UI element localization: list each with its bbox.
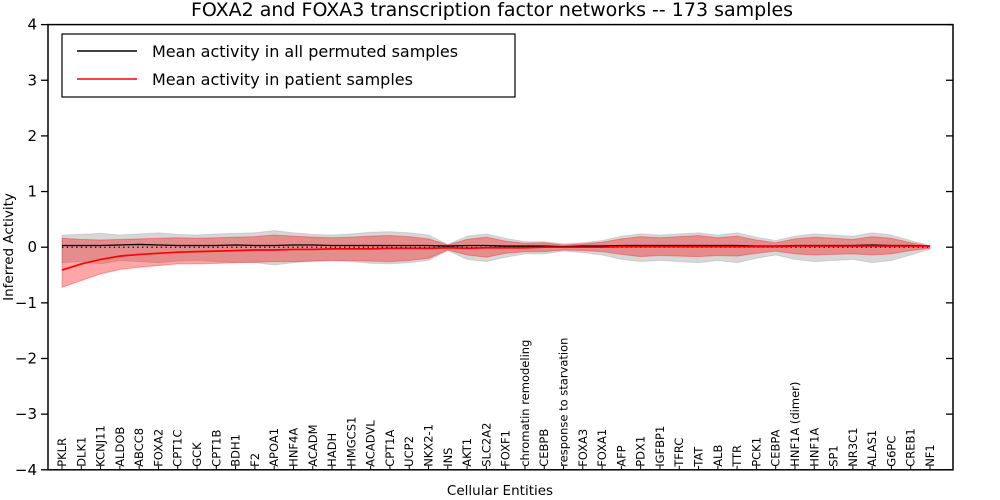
patient-mean-line xyxy=(61,245,930,271)
y-tick-label: 4 xyxy=(27,16,37,34)
x-tick-label: HNF1A xyxy=(807,428,821,467)
x-tick-label: FOXF1 xyxy=(499,430,513,467)
x-tick-label: APOA1 xyxy=(267,428,281,467)
y-tick-label: 3 xyxy=(27,71,37,89)
x-tick-label: HMGCS1 xyxy=(344,417,358,467)
y-tick-label: −4 xyxy=(15,461,37,479)
x-tick-label: PDX1 xyxy=(634,436,648,467)
legend: Mean activity in all permuted samples Me… xyxy=(61,33,516,98)
y-tick-label: −2 xyxy=(15,350,37,368)
x-tick-label: ABCC8 xyxy=(132,428,146,467)
x-tick-label: NF1 xyxy=(923,444,937,467)
x-tick-label: FOXA1 xyxy=(595,429,609,467)
x-tick-label: ACADM xyxy=(306,424,320,466)
x-tick-label: CEBPB xyxy=(537,429,551,467)
x-tick-label: FOXA3 xyxy=(576,429,590,467)
x-tick-label: chromatin remodeling xyxy=(518,340,532,467)
y-tick-label: −1 xyxy=(15,294,37,312)
x-tick-label: GCK xyxy=(190,442,204,467)
legend-label-permuted-samples: Mean activity in all permuted samples xyxy=(152,42,458,61)
x-tick-label: CPT1B xyxy=(209,429,223,466)
x-tick-label: NKX2-1 xyxy=(421,424,435,467)
y-tick-label: 2 xyxy=(27,127,37,145)
x-tick-label: HNF1A (dimer) xyxy=(788,382,802,467)
legend-frame xyxy=(61,33,516,98)
x-tick-label: SLC2A2 xyxy=(479,423,493,467)
x-tick-label: CPT1A xyxy=(383,429,397,466)
x-tick-label: ALAS1 xyxy=(865,430,879,467)
x-tick-label: KCNJ11 xyxy=(94,425,108,467)
x-tick-label: TTR xyxy=(730,445,744,468)
x-tick-label: DLK1 xyxy=(74,437,88,467)
x-tick-label: ALDOB xyxy=(113,427,127,467)
x-tick-label: HADH xyxy=(325,433,339,467)
x-tick-label: FOXA2 xyxy=(151,429,165,467)
x-tick-label: ALB xyxy=(711,445,725,467)
x-tick-label: ACADVL xyxy=(364,420,378,467)
x-tick-label: TFRC xyxy=(672,438,686,468)
chart-title: FOXA2 and FOXA3 transcription factor net… xyxy=(191,0,793,21)
x-tick-label: F2 xyxy=(248,453,262,467)
x-tick-label: PCK1 xyxy=(749,437,763,467)
x-axis-label: Cellular Entities xyxy=(447,483,553,499)
x-tick-label: NR3C1 xyxy=(846,428,860,467)
x-tick-label: AFP xyxy=(614,445,628,466)
x-tick-label: CEBPA xyxy=(769,429,783,466)
legend-label-patient-samples: Mean activity in patient samples xyxy=(152,70,413,89)
plot-frame xyxy=(47,23,954,471)
x-tick-label: G6PC xyxy=(884,436,898,467)
x-tick-label: AKT1 xyxy=(460,438,474,467)
x-tick-label: PKLR xyxy=(55,438,69,467)
x-tick-label: CREB1 xyxy=(904,428,918,467)
x-tick-label: BDH1 xyxy=(229,434,243,467)
y-tick-label: 0 xyxy=(27,238,37,256)
y-tick-label: 1 xyxy=(27,183,37,201)
x-tick-label: CPT1C xyxy=(171,429,185,466)
x-tick-label: SP1 xyxy=(827,445,841,467)
x-tick-label: IGFBP1 xyxy=(653,426,667,467)
x-tick-label: INS xyxy=(441,448,455,467)
y-axis-label: Inferred Activity xyxy=(1,193,17,301)
x-tick-label: TAT xyxy=(692,446,706,468)
x-tick-label: UCP2 xyxy=(402,436,416,467)
x-tick-label: HNF4A xyxy=(286,428,300,467)
x-tick-label: response to starvation xyxy=(557,338,571,467)
plot-area: 4 3 2 1 0 −1 −2 −3 −4 PKLR DLK1 KCNJ11 ALDOB ABCC8 FOX… xyxy=(15,16,953,479)
y-tick-label: −3 xyxy=(15,405,37,423)
patient-confidence-band xyxy=(61,234,931,288)
